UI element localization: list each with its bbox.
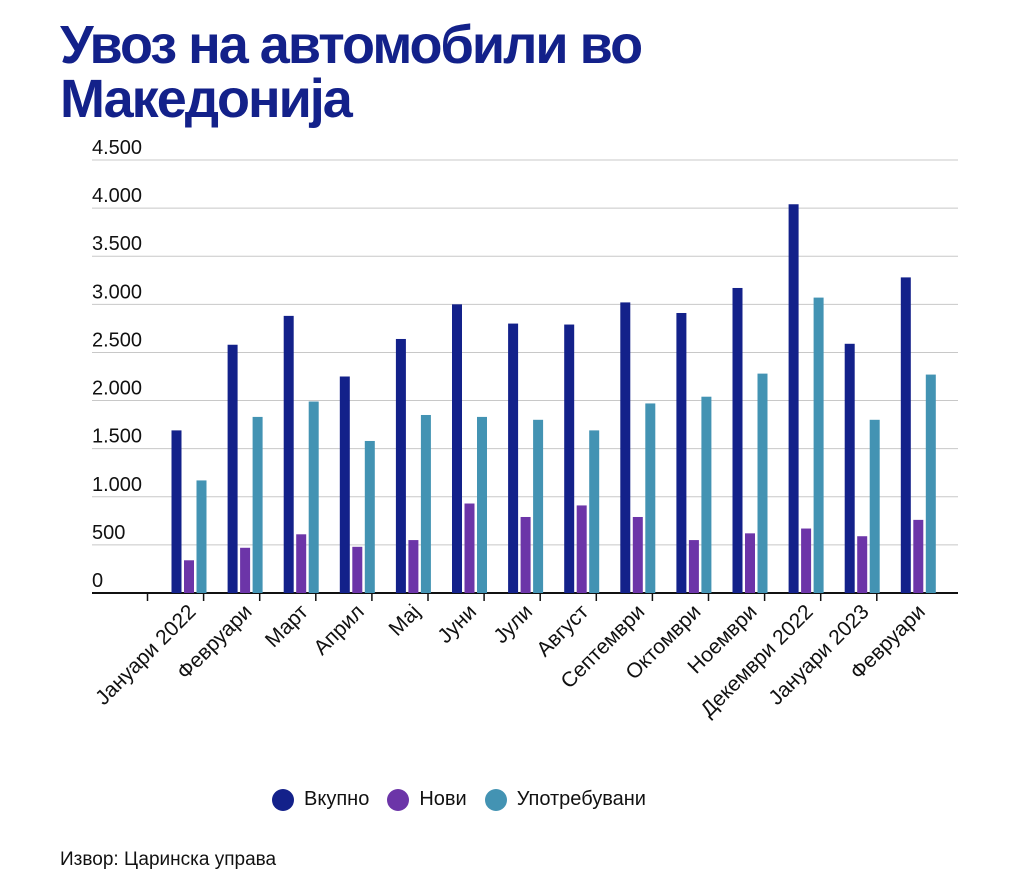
bar-used[interactable]: [589, 430, 600, 593]
bar-new[interactable]: [520, 516, 531, 593]
bar-total[interactable]: [732, 287, 743, 593]
source-note: Извор: Царинска управа: [60, 849, 277, 870]
legend-item-new[interactable]: Нови: [387, 788, 467, 811]
legend-label-total: Вкупно: [304, 788, 370, 810]
bar-new[interactable]: [296, 534, 307, 593]
bar-total[interactable]: [452, 304, 462, 593]
legend-label-used: Употребувани: [516, 788, 646, 810]
legend-swatch-total: [272, 788, 294, 811]
bar-new[interactable]: [240, 547, 251, 593]
bar-total[interactable]: [339, 376, 350, 594]
bar-used[interactable]: [533, 419, 544, 593]
legend-swatch-used: [484, 788, 507, 811]
x-tick-label: Мај: [385, 600, 425, 640]
bar-total[interactable]: [171, 430, 182, 593]
bar-new[interactable]: [352, 546, 363, 593]
bar-used[interactable]: [757, 373, 768, 593]
bar-used[interactable]: [645, 403, 656, 593]
x-tick-label: Јуни: [433, 600, 481, 648]
y-tick-label: 500: [92, 522, 125, 544]
bar-total[interactable]: [900, 277, 911, 593]
bar-total[interactable]: [788, 204, 799, 594]
legend: Вкупно Нови Употребувани: [272, 788, 664, 811]
y-tick-label: 4.000: [92, 185, 142, 207]
chart-title: Увоз на автомобили во Македонија: [60, 15, 643, 129]
bar-total[interactable]: [564, 324, 575, 593]
bar-new[interactable]: [688, 540, 699, 593]
y-tick-label: 2.000: [92, 378, 142, 400]
bar-new[interactable]: [801, 528, 812, 593]
bar-used[interactable]: [477, 416, 487, 593]
bar-new[interactable]: [576, 505, 587, 593]
bar-new[interactable]: [745, 533, 755, 593]
bar-new[interactable]: [464, 503, 475, 593]
bar-new[interactable]: [857, 536, 868, 593]
y-tick-label: 3.500: [92, 233, 142, 255]
y-tick-label: 1.000: [92, 474, 142, 496]
legend-item-total[interactable]: Вкупно: [272, 788, 369, 811]
bar-total[interactable]: [620, 302, 631, 593]
x-tick-label: Јануари 2023: [764, 600, 873, 709]
x-tick-label: Јануари 2022: [91, 600, 200, 709]
bar-new[interactable]: [913, 519, 924, 593]
y-tick-label: 2.500: [92, 329, 142, 351]
x-tick-label: Април: [309, 600, 368, 659]
bar-total[interactable]: [395, 338, 406, 593]
bar-total[interactable]: [844, 343, 855, 593]
chart-title-line-2: Македонија: [60, 69, 353, 129]
bar-used[interactable]: [420, 414, 431, 593]
bar-used[interactable]: [252, 416, 263, 593]
bar-total[interactable]: [676, 312, 687, 593]
x-tick-label: Март: [261, 600, 313, 652]
legend-item-used[interactable]: Употребувани: [484, 788, 646, 811]
y-tick-label: 3.000: [92, 281, 142, 303]
y-tick-label: 0: [92, 570, 103, 592]
bar-new[interactable]: [408, 540, 419, 593]
bar-used[interactable]: [813, 297, 824, 593]
legend-label-new: Нови: [419, 788, 467, 810]
y-tick-label: 4.500: [92, 137, 142, 159]
y-tick-label: 1.500: [92, 426, 142, 448]
bar-total[interactable]: [508, 323, 519, 593]
bar-new[interactable]: [184, 560, 194, 593]
bar-used[interactable]: [308, 401, 319, 593]
bar-used[interactable]: [869, 419, 880, 593]
chart-title-line-1: Увоз на автомобили во: [60, 15, 643, 75]
legend-swatch-new: [387, 788, 410, 811]
bar-used[interactable]: [701, 396, 712, 593]
bar-total[interactable]: [227, 344, 238, 593]
x-tick-label: Јули: [489, 600, 537, 648]
bar-total[interactable]: [283, 315, 294, 593]
bar-used[interactable]: [196, 480, 207, 593]
bar-used[interactable]: [364, 440, 375, 593]
bar-used[interactable]: [925, 374, 936, 593]
bar-new[interactable]: [632, 516, 643, 593]
